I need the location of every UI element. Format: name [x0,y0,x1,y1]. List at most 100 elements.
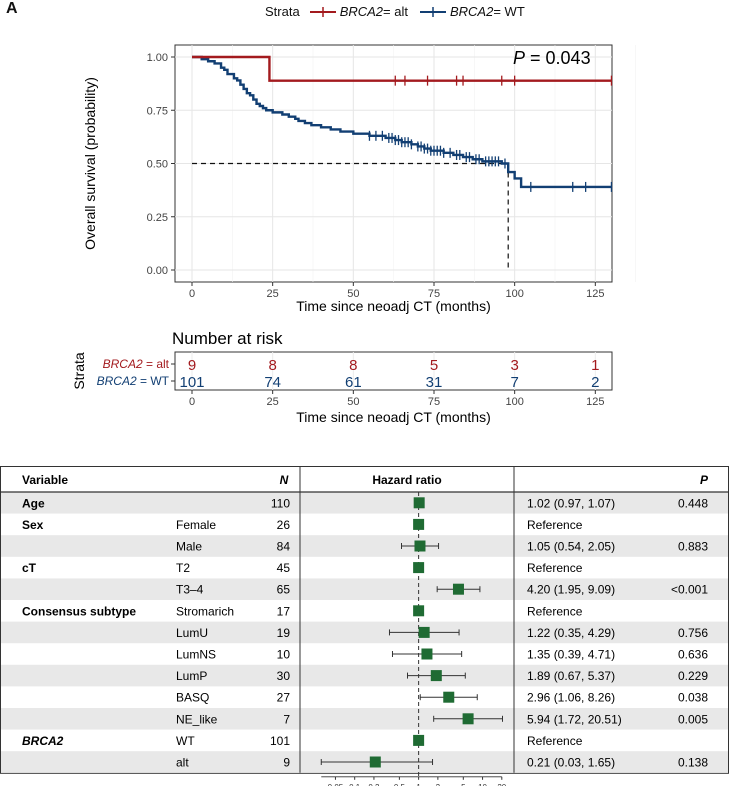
y-tick-label: 0.75 [147,105,168,117]
legend-title: Strata [265,4,300,19]
legend-gene-alt: BRCA2 [339,4,384,19]
forest-x-tick-label: 1 [416,783,421,786]
x-tick-label: 100 [505,288,523,300]
p-value-annotation: P = 0.043 [513,48,591,68]
header-variable: Variable [22,473,68,487]
row-p-value: 0.883 [678,540,708,554]
hr-point [418,626,430,638]
row-level: LumU [176,626,208,640]
row-p-value: 0.756 [678,626,708,640]
row-level: WT [176,734,195,748]
risk-row-gene: BRCA2 [97,374,137,388]
row-ci-text: 1.05 (0.54, 2.05) [527,540,615,554]
row-shade [1,621,728,644]
header-p: P [700,473,709,487]
row-p-value: 0.448 [678,496,708,510]
risk-x-tick-label: 125 [586,396,604,408]
row-n: 65 [277,583,291,597]
row-n: 101 [270,734,290,748]
row-n: 26 [277,518,291,532]
p-value: = 0.043 [525,48,591,68]
risk-count-wt: 31 [426,374,443,391]
y-tick-label: 1.00 [147,52,168,64]
hr-point [413,562,425,574]
risk-row-gene: BRCA2 [103,357,143,371]
row-shade [1,708,728,730]
legend-swatch-wt [419,6,446,17]
row-level: Female [176,518,216,532]
row-variable: Sex [22,518,44,532]
risk-count-alt: 3 [510,357,518,374]
risk-x-tick-label: 0 [189,396,195,408]
hr-point [413,605,425,617]
risk-row-strata: = alt [143,357,170,371]
y-tick-label: 0.25 [147,212,168,224]
risk-count-wt: 2 [591,374,599,391]
risk-x-tick-label: 100 [505,396,523,408]
hr-point [369,756,381,768]
hr-point [452,583,464,595]
row-ci-text: 0.21 (0.03, 1.65) [527,756,615,770]
row-p-value: <0.001 [671,583,708,597]
x-tick-label: 125 [586,288,604,300]
forest-x-tick-label: 5 [461,783,466,786]
x-tick-label: 50 [347,288,359,300]
risk-title: Number at risk [172,329,283,348]
x-tick-label: 0 [189,288,195,300]
row-level: Stromarich [176,604,234,618]
hr-point [414,540,426,552]
row-variable: cT [22,561,37,575]
row-n: 17 [277,604,291,618]
x-tick-label: 25 [267,288,279,300]
row-level: T2 [176,561,190,575]
forest-x-tick-label: 0.2 [368,783,380,786]
x-axis-label: Time since neoadj CT (months) [296,298,491,314]
risk-row-label-alt: BRCA2 = alt [103,357,170,371]
row-ci-text: 1.35 (0.39, 4.71) [527,648,615,662]
risk-row-label-wt: BRCA2 = WT [97,374,170,388]
row-ci-text: Reference [527,561,583,575]
legend-gene-wt: BRCA2 [449,4,494,19]
row-p-value: 0.038 [678,691,708,705]
row-n: 45 [277,561,291,575]
risk-count-alt: 8 [349,357,357,374]
hr-point [462,713,474,725]
row-n: 84 [277,540,291,554]
row-ci-text: 2.96 (1.06, 8.26) [527,691,615,705]
header-n: N [280,473,289,487]
forest-x-tick-label: 0.5 [394,783,406,786]
row-ci-text: Reference [527,518,583,532]
row-p-value: 0.005 [678,712,708,726]
row-n: 10 [277,648,291,662]
forest-x-tick-label: 0.05 [328,783,344,786]
risk-count-wt: 7 [510,374,518,391]
row-ci-text: 1.22 (0.35, 4.29) [527,626,615,640]
row-level: BASQ [176,691,209,705]
km-curve-alt [192,55,612,82]
row-variable: Age [22,496,45,510]
forest-x-tick-label: 0.1 [349,783,361,786]
risk-count-alt: 8 [268,357,276,374]
y-axis-label: Overall survival (probability) [82,77,98,250]
risk-x-tick-label: 25 [267,396,279,408]
row-n: 7 [283,712,290,726]
row-shade [1,664,728,687]
row-n: 19 [277,626,291,640]
forest-x-tick-label: 2 [436,783,441,786]
row-ci-text: 1.89 (0.67, 5.37) [527,669,615,683]
hr-point [443,691,455,703]
risk-x-tick-label: 75 [428,396,440,408]
forest-x-tick-label: 10 [478,783,487,786]
row-p-value: 0.636 [678,648,708,662]
legend-label-alt: = alt [383,4,408,19]
row-level: LumNS [176,648,216,662]
row-p-value: 0.229 [678,669,708,683]
risk-y-axis-label: Strata [71,352,87,390]
km-survival-chart: 0 25 50 75 100 125 0.00 0.25 0.50 0.75 1.00 Time si… [82,44,636,314]
row-level: T3–4 [176,583,204,597]
risk-panel [174,351,613,391]
p-label: P [513,48,525,68]
hr-point [430,670,442,682]
risk-count-alt: 1 [591,357,599,374]
risk-count-wt: 61 [345,374,362,391]
